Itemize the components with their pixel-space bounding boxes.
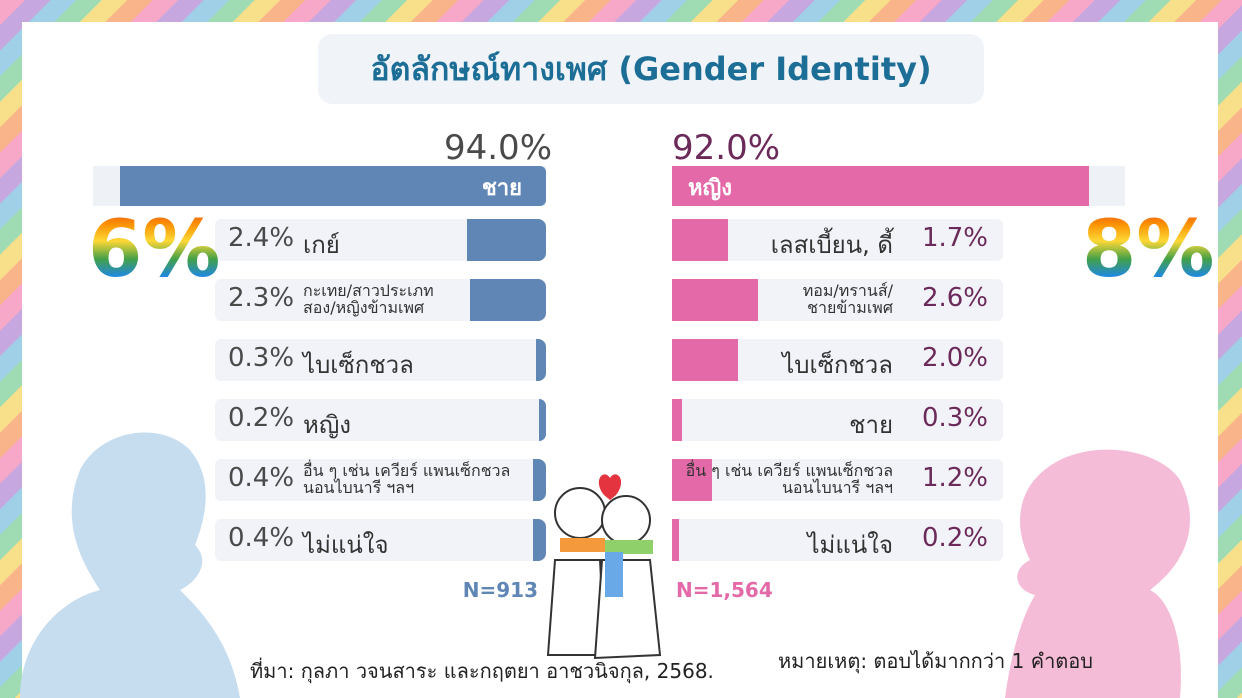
category-label: ทอม/ทรานส์/ ชายข้ามเพศ — [802, 281, 893, 317]
note: หมายเหตุ: ตอบได้มากกว่า 1 คำตอบ — [778, 649, 1093, 673]
value-label: 0.2% — [228, 403, 295, 433]
row-track — [215, 399, 546, 441]
value-label: 1.7% — [921, 223, 988, 253]
main-bar — [672, 166, 1089, 206]
value-label: 0.3% — [921, 403, 988, 433]
minority-total: 8% — [1082, 205, 1215, 295]
bar — [672, 279, 759, 321]
n-label: N=1,564 — [676, 578, 773, 602]
row-track — [672, 459, 1003, 501]
title: อัตลักษณ์ทางเพศ (Gender Identity) — [318, 34, 984, 104]
category-label: อื่น ๆ เช่น เควียร์ แพนเซ็กชวล นอนไบนารี… — [303, 461, 511, 497]
bar — [672, 399, 682, 441]
main-value-label: 94.0% — [443, 128, 552, 168]
row-track — [215, 459, 546, 501]
value-label: 2.6% — [921, 283, 988, 313]
bar — [672, 459, 712, 501]
value-label: 0.3% — [228, 343, 295, 373]
row-track — [672, 399, 1003, 441]
n-label: N=913 — [462, 578, 538, 602]
value-label: 1.2% — [921, 463, 988, 493]
value-label: 2.3% — [228, 283, 295, 313]
category-label: เลสเบี้ยน, ดี้ — [770, 231, 893, 259]
main-value-label: 92.0% — [672, 128, 781, 168]
row-track — [215, 519, 546, 561]
category-label: เกย์ — [303, 231, 340, 259]
category-label: ไบเซ็กชวล — [303, 351, 414, 379]
main-category: หญิง — [688, 176, 732, 201]
bar — [469, 279, 546, 321]
minority-total: 6% — [88, 205, 221, 295]
category-label: ไบเซ็กชวล — [782, 351, 893, 379]
bar — [532, 519, 546, 561]
bar — [536, 339, 546, 381]
couple-doodle — [546, 474, 662, 660]
row-track — [672, 519, 1003, 561]
value-label: 2.0% — [921, 343, 988, 373]
main-category: ชาย — [481, 176, 522, 201]
bar — [672, 339, 739, 381]
bar — [539, 399, 546, 441]
bar — [672, 219, 729, 261]
row-track — [215, 339, 546, 381]
female-silhouette — [1005, 449, 1190, 698]
category-label: กะเทย/สาวประเภท สอง/หญิงข้ามเพศ — [303, 281, 434, 317]
value-label: 0.2% — [921, 523, 988, 553]
bar — [466, 219, 546, 261]
category-label: ไม่แน่ใจ — [807, 531, 893, 559]
main-bar — [120, 166, 546, 206]
category-label: หญิง — [303, 411, 351, 439]
male-silhouette — [20, 432, 240, 698]
category-label: ชาย — [849, 411, 893, 439]
bar — [532, 459, 546, 501]
value-label: 2.4% — [228, 223, 295, 253]
value-label: 0.4% — [228, 523, 295, 553]
bar — [672, 519, 679, 561]
category-label: อื่น ๆ เช่น เควียร์ แพนเซ็กชวล นอนไบนารี… — [685, 461, 893, 497]
category-label: ไม่แน่ใจ — [303, 531, 389, 559]
source: ที่มา: กุลภา วจนสาระ และกฤตยา อาชวนิจกุล… — [250, 659, 714, 683]
value-label: 0.4% — [228, 463, 295, 493]
